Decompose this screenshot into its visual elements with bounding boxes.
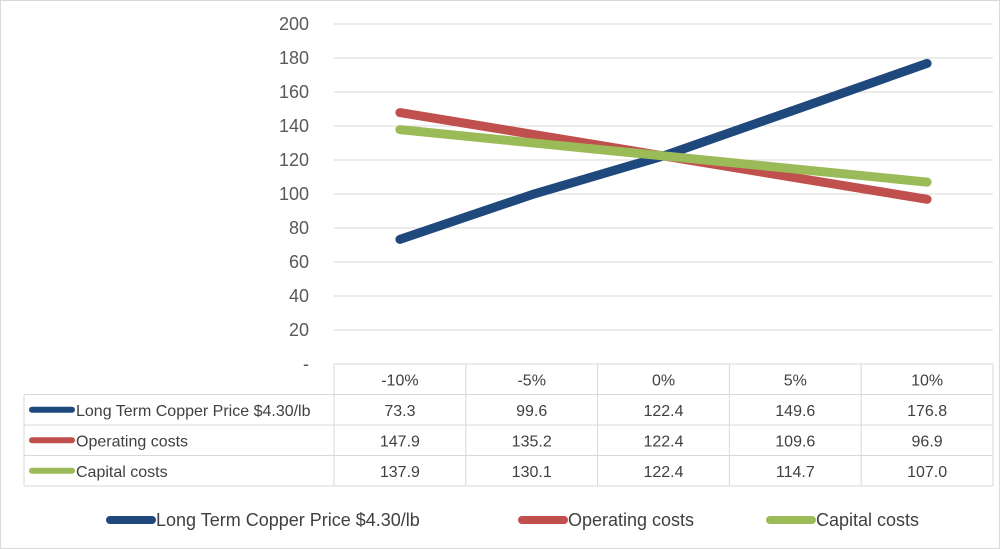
table-value: 147.9 — [380, 433, 420, 450]
y-tick-label: 40 — [289, 286, 309, 306]
table-value: 137.9 — [380, 464, 420, 481]
legend-label: Operating costs — [568, 510, 694, 530]
table-series-name: Capital costs — [76, 464, 168, 481]
series-line — [395, 125, 932, 187]
y-tick-label: 120 — [279, 150, 309, 170]
table-value: 73.3 — [384, 403, 415, 420]
legend: Long Term Copper Price $4.30/lb Operating… — [106, 510, 919, 530]
y-tick-label: 200 — [279, 14, 309, 34]
table-value: 107.0 — [907, 464, 947, 481]
table-value: 96.9 — [912, 433, 943, 450]
y-tick-label: 60 — [289, 252, 309, 272]
data-table: -10% -5% 0% 5% 10% Long Term Copper Price $4.… — [23, 363, 994, 487]
series-lines — [395, 58, 932, 244]
legend-label: Long Term Copper Price $4.30/lb — [156, 510, 420, 530]
table-value: 109.6 — [775, 433, 815, 450]
x-category-label: 0% — [652, 372, 675, 389]
y-axis-ticks: - 20 40 60 80 100 120 140 160 180 200 — [279, 14, 309, 374]
legend-label: Capital costs — [816, 510, 919, 530]
table-series-name: Operating costs — [76, 433, 188, 450]
table-value: 114.7 — [776, 464, 815, 481]
table-value: 135.2 — [512, 433, 552, 450]
x-category-label: -10% — [381, 372, 418, 389]
y-tick-label: 20 — [289, 320, 309, 340]
x-category-label: 5% — [784, 372, 807, 389]
table-value: 99.6 — [516, 403, 547, 420]
table-value: 122.4 — [643, 403, 683, 420]
y-tick-label: 80 — [289, 218, 309, 238]
table-value: 176.8 — [907, 403, 947, 420]
y-tick-label: 160 — [279, 82, 309, 102]
gridlines — [334, 23, 993, 331]
y-tick-label: 180 — [279, 48, 309, 68]
x-category-label: 10% — [911, 372, 943, 389]
y-tick-label: 100 — [279, 184, 309, 204]
table-value: 130.1 — [512, 464, 552, 481]
x-category-label: -5% — [517, 372, 545, 389]
table-series-name: Long Term Copper Price $4.30/lb — [76, 403, 311, 420]
table-value: 122.4 — [643, 433, 683, 450]
table-value: 149.6 — [775, 403, 815, 420]
y-tick-label: 140 — [279, 116, 309, 136]
table-value: 122.4 — [643, 464, 683, 481]
y-tick-label: - — [303, 354, 309, 374]
